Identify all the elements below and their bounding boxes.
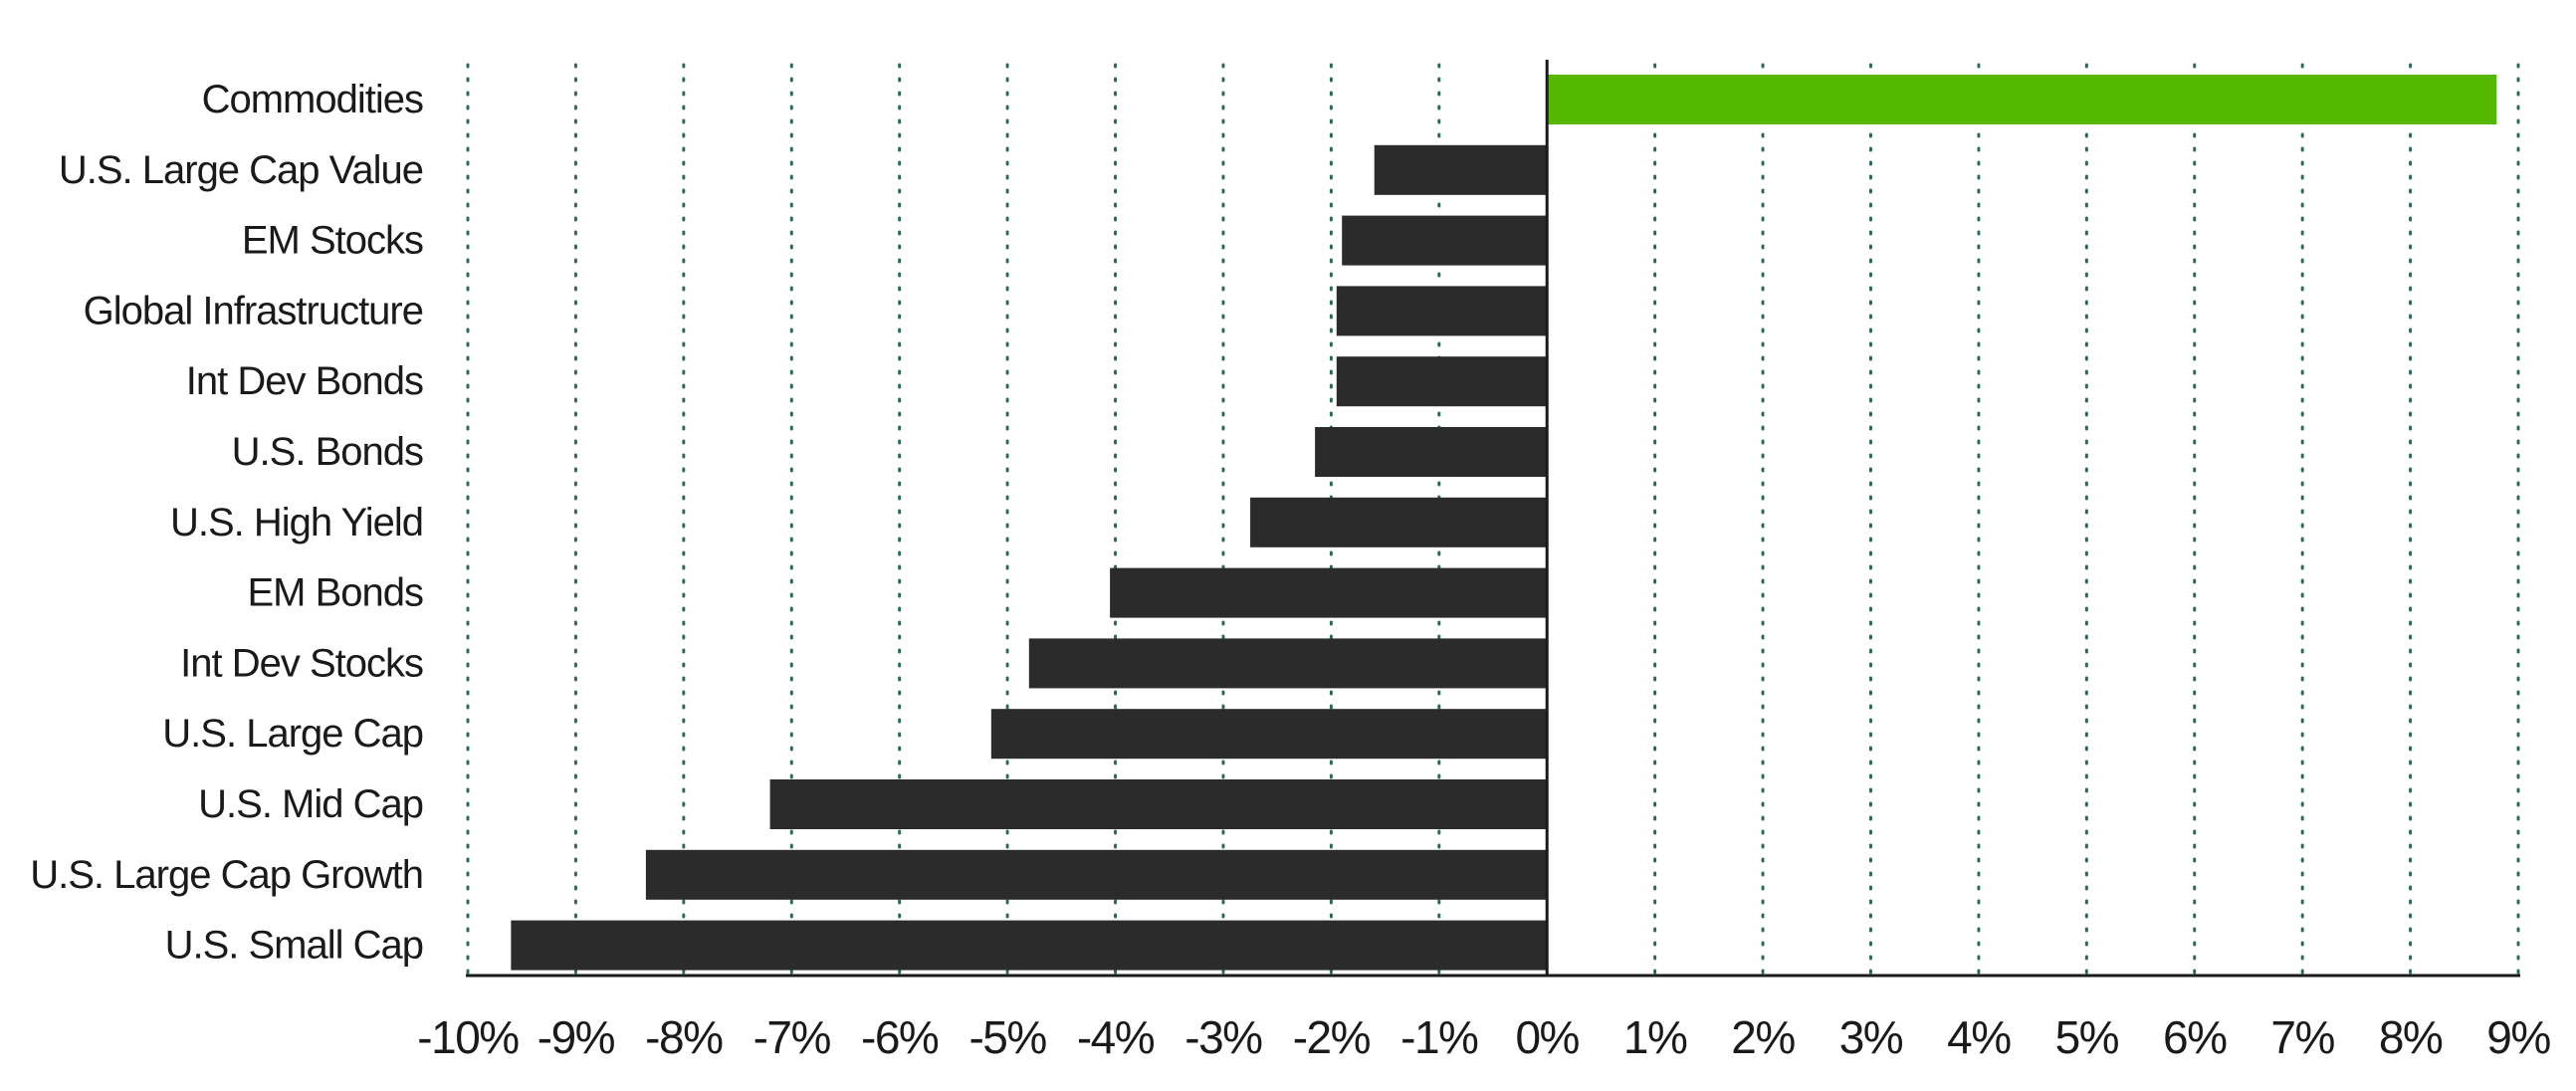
x-tick-label: 0% bbox=[1515, 1011, 1579, 1063]
x-tick-label: 1% bbox=[1623, 1011, 1687, 1063]
bar bbox=[1250, 498, 1547, 547]
x-tick-label: -8% bbox=[645, 1011, 723, 1063]
bar bbox=[646, 850, 1547, 900]
bar bbox=[1029, 638, 1547, 688]
bar bbox=[1342, 216, 1547, 266]
category-label: U.S. Large Cap bbox=[162, 712, 423, 756]
bar bbox=[1375, 145, 1547, 195]
bar bbox=[1315, 427, 1547, 477]
category-label: U.S. Large Cap Growth bbox=[30, 853, 423, 897]
bar bbox=[1337, 356, 1547, 406]
category-label: U.S. Large Cap Value bbox=[59, 148, 423, 192]
category-label: EM Stocks bbox=[242, 219, 423, 263]
bar bbox=[1110, 568, 1547, 618]
bar bbox=[1547, 75, 2496, 124]
x-tick-label: 9% bbox=[2486, 1011, 2550, 1063]
x-tick-label: 8% bbox=[2379, 1011, 2443, 1063]
category-label: Commodities bbox=[202, 78, 423, 121]
x-tick-label: 3% bbox=[1839, 1011, 1903, 1063]
category-label: Int Dev Bonds bbox=[186, 359, 423, 403]
x-tick-labels: -10% -9% -8% -7% -6% -5% -4% -3% -2% -1% 0% 1% 2% 3% 4… bbox=[417, 1011, 2550, 1063]
x-tick-label: 5% bbox=[2055, 1011, 2119, 1063]
category-labels: Commodities U.S. Large Cap Value EM Stocks… bbox=[30, 78, 423, 968]
x-tick-label: 6% bbox=[2163, 1011, 2227, 1063]
category-label: Global Infrastructure bbox=[84, 289, 423, 332]
category-label: U.S. Bonds bbox=[232, 430, 423, 474]
x-tick-label: 7% bbox=[2270, 1011, 2334, 1063]
x-tick-label: 2% bbox=[1731, 1011, 1795, 1063]
category-label: Int Dev Stocks bbox=[180, 641, 423, 685]
x-tick-label: -5% bbox=[968, 1011, 1046, 1063]
category-label: U.S. Small Cap bbox=[165, 924, 423, 968]
x-tick-label: -1% bbox=[1400, 1011, 1478, 1063]
x-tick-label: -6% bbox=[861, 1011, 939, 1063]
x-tick-label: -7% bbox=[753, 1011, 831, 1063]
bar bbox=[511, 921, 1547, 971]
bar bbox=[991, 709, 1547, 759]
x-tick-label: -10% bbox=[417, 1011, 519, 1063]
x-tick-label: -3% bbox=[1184, 1011, 1262, 1063]
category-label: U.S. High Yield bbox=[170, 501, 423, 545]
x-tick-label: -9% bbox=[537, 1011, 615, 1063]
x-tick-label: -2% bbox=[1293, 1011, 1371, 1063]
x-tick-label: 4% bbox=[1947, 1011, 2011, 1063]
bars bbox=[511, 75, 2496, 971]
category-label: EM Bonds bbox=[247, 571, 423, 615]
category-label: U.S. Mid Cap bbox=[198, 782, 423, 826]
bar bbox=[770, 779, 1548, 829]
bar bbox=[1337, 286, 1547, 335]
x-tick-label: -4% bbox=[1077, 1011, 1155, 1063]
